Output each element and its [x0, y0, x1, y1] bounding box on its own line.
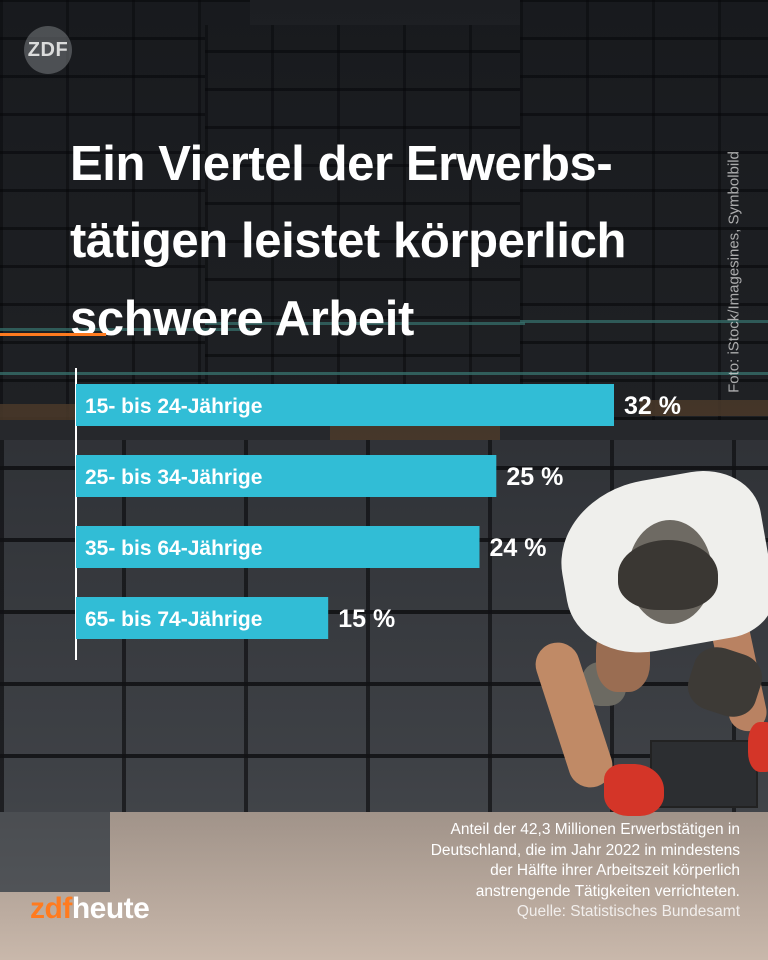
headline-line-3: schwere Arbeit	[70, 291, 414, 346]
bar-1	[76, 384, 614, 426]
zdf-logo: ZDF	[24, 26, 72, 74]
bar-2	[76, 455, 497, 497]
bar-value-3: 24 %	[490, 534, 547, 562]
bar-value-4: 15 %	[338, 605, 395, 633]
bar-label-4: 65- bis 74-Jährige	[85, 608, 262, 631]
headline-line-1: Ein Viertel der Erwerbs-	[70, 137, 613, 191]
caption-line-2: Deutschland, die im Jahr 2022 in mindest…	[430, 841, 740, 859]
bar-value-2: 25 %	[506, 463, 563, 491]
zdf-logo-text: ZDF	[27, 38, 69, 61]
bar-3	[76, 526, 480, 568]
caption: Anteil der 42,3 Millionen Erwerbstätigen…	[360, 820, 740, 923]
brand-heute: heute	[71, 892, 150, 925]
zdfheute-logo: zdfheute	[30, 892, 150, 926]
headline: Ein Viertel der Erwerbs- tätigen leistet…	[70, 126, 710, 358]
bar-4	[76, 597, 329, 639]
brand-zdf: zdf	[30, 892, 72, 925]
headline-line-2: tätigen leistet körperlich	[70, 214, 626, 269]
bar-value-1: 32 %	[624, 392, 681, 420]
caption-line-3: der Hälfte ihrer Arbeitszeit körperlich	[490, 862, 740, 879]
source-note: Quelle: Statistisches Bundesamt	[516, 903, 740, 920]
bar-label-2: 25- bis 34-Jährige	[85, 466, 262, 489]
bar-label-3: 35- bis 64-Jährige	[85, 537, 262, 560]
accent-rule	[0, 333, 106, 336]
caption-line-4: anstrengende Tätigkeiten verrichteten.	[475, 882, 740, 900]
caption-line-1: Anteil der 42,3 Millionen Erwerbstätigen…	[450, 821, 741, 838]
bar-label-1: 15- bis 24-Jährige	[85, 395, 262, 418]
